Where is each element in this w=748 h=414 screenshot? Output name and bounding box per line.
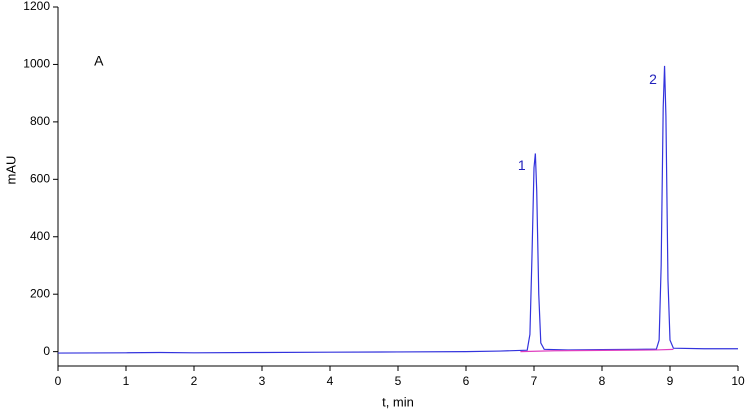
x-tick-label: 10	[731, 374, 745, 388]
x-tick-label: 3	[259, 374, 266, 388]
x-tick-label: 8	[599, 374, 606, 388]
y-tick-label: 1200	[23, 0, 50, 13]
y-tick-label: 200	[30, 286, 50, 300]
trace	[57, 65, 738, 354]
annotation: 1	[518, 157, 526, 173]
x-tick-label: 6	[463, 374, 470, 388]
y-tick-label: 1000	[23, 57, 50, 71]
x-tick-label: 4	[327, 374, 334, 388]
annotation: 2	[649, 71, 657, 87]
y-tick-label: 400	[30, 229, 50, 243]
x-tick-label: 9	[667, 374, 674, 388]
x-axis-label: t, min	[382, 394, 414, 409]
x-tick-label: 0	[55, 374, 62, 388]
x-tick-label: 7	[531, 374, 538, 388]
x-tick-label: 2	[191, 374, 198, 388]
trace	[520, 348, 674, 353]
x-tick-label: 1	[123, 374, 130, 388]
y-tick-label: 800	[30, 114, 50, 128]
y-tick-label: 600	[30, 171, 50, 185]
x-tick-label: 5	[395, 374, 402, 388]
y-tick-label: 0	[43, 344, 50, 358]
y-axis-label: mAU	[3, 156, 18, 185]
annotation: A	[94, 52, 104, 68]
